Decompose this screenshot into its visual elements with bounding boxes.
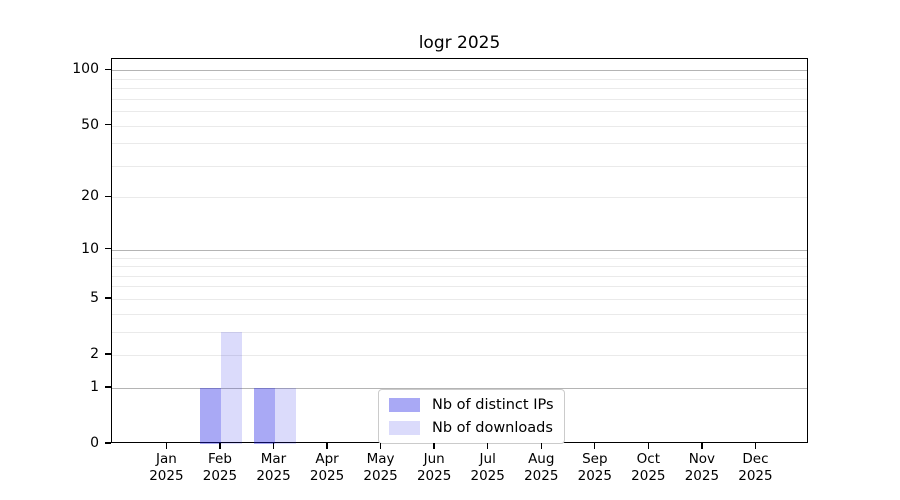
x-tick-mark (379, 443, 382, 449)
x-tick-mark (433, 443, 435, 449)
y-tick-mark (105, 248, 111, 250)
gridline-minor (112, 78, 807, 80)
gridline-minor (112, 197, 807, 199)
y-tick-label: 5 (90, 289, 99, 306)
legend-item-distinct-ips: Nb of distinct IPs (389, 396, 554, 414)
y-tick-label: 50 (81, 116, 99, 133)
y-tick-mark (105, 195, 111, 198)
gridline-minor (112, 165, 807, 167)
x-tick-label: Apr 2025 (309, 451, 345, 484)
gridline-minor (112, 257, 807, 259)
gridline-minor (112, 98, 807, 100)
x-tick-label: Mar 2025 (256, 451, 291, 484)
x-tick-mark (540, 443, 542, 449)
bar-downloads (220, 331, 242, 444)
y-tick-mark (105, 297, 111, 299)
x-tick-label: Oct 2025 (631, 451, 666, 484)
x-tick-mark (165, 443, 168, 449)
y-tick-label: 20 (81, 188, 99, 205)
plot-area: Nb of distinct IPs Nb of downloads (111, 58, 808, 444)
y-tick-label: 100 (72, 61, 99, 78)
gridline-minor (112, 88, 807, 90)
gridline-major (112, 387, 807, 389)
legend-item-downloads: Nb of downloads (389, 419, 554, 437)
chart-title: logr 2025 (418, 33, 501, 53)
x-tick-mark (701, 443, 703, 449)
bar-distinct-ips (253, 387, 275, 444)
x-tick-mark (594, 443, 596, 449)
y-tick-label: 2 (90, 346, 99, 363)
y-tick-label: 10 (81, 240, 99, 257)
gridline-minor (112, 125, 807, 127)
x-tick-mark (219, 443, 221, 449)
x-tick-label: Nov 2025 (684, 451, 720, 484)
gridline-minor (112, 266, 807, 268)
bar-downloads (274, 387, 296, 444)
gridline-minor (112, 298, 807, 300)
legend: Nb of distinct IPs Nb of downloads (378, 389, 565, 444)
x-tick-mark (647, 443, 650, 449)
gridline-minor (112, 143, 807, 145)
gridline-minor (112, 331, 807, 333)
x-tick-label: Aug 2025 (524, 451, 559, 484)
gridline-minor (112, 286, 807, 288)
x-tick-label: Jul 2025 (470, 451, 505, 484)
y-tick-mark (105, 386, 111, 388)
y-tick-mark (105, 123, 111, 126)
x-tick-label: May 2025 (363, 451, 398, 484)
y-tick-label: 1 (90, 378, 99, 395)
x-tick-mark (326, 443, 328, 449)
x-tick-label: Dec 2025 (738, 451, 773, 484)
gridline-minor (112, 111, 807, 113)
gridline-minor (112, 355, 807, 357)
legend-label-downloads: Nb of downloads (432, 420, 553, 436)
y-tick-mark (105, 68, 111, 70)
x-tick-mark (272, 443, 275, 449)
legend-swatch-distinct-ips-icon (389, 398, 420, 412)
x-tick-label: Jun 2025 (416, 451, 452, 484)
y-tick-mark (105, 442, 111, 444)
gridline-minor (112, 313, 807, 315)
legend-swatch-downloads-icon (389, 421, 420, 435)
x-tick-label: Sep 2025 (577, 451, 612, 484)
x-tick-mark (754, 443, 757, 449)
y-tick-mark (105, 353, 111, 355)
bar-distinct-ips (199, 387, 221, 444)
legend-label-distinct-ips: Nb of distinct IPs (432, 397, 554, 413)
gridline-major (112, 70, 807, 72)
x-tick-mark (487, 443, 489, 449)
x-tick-label: Feb 2025 (202, 451, 238, 484)
gridline-major (112, 249, 807, 251)
gridline-minor (112, 275, 807, 277)
y-tick-label: 0 (90, 435, 99, 451)
x-tick-label: Jan 2025 (149, 451, 184, 484)
